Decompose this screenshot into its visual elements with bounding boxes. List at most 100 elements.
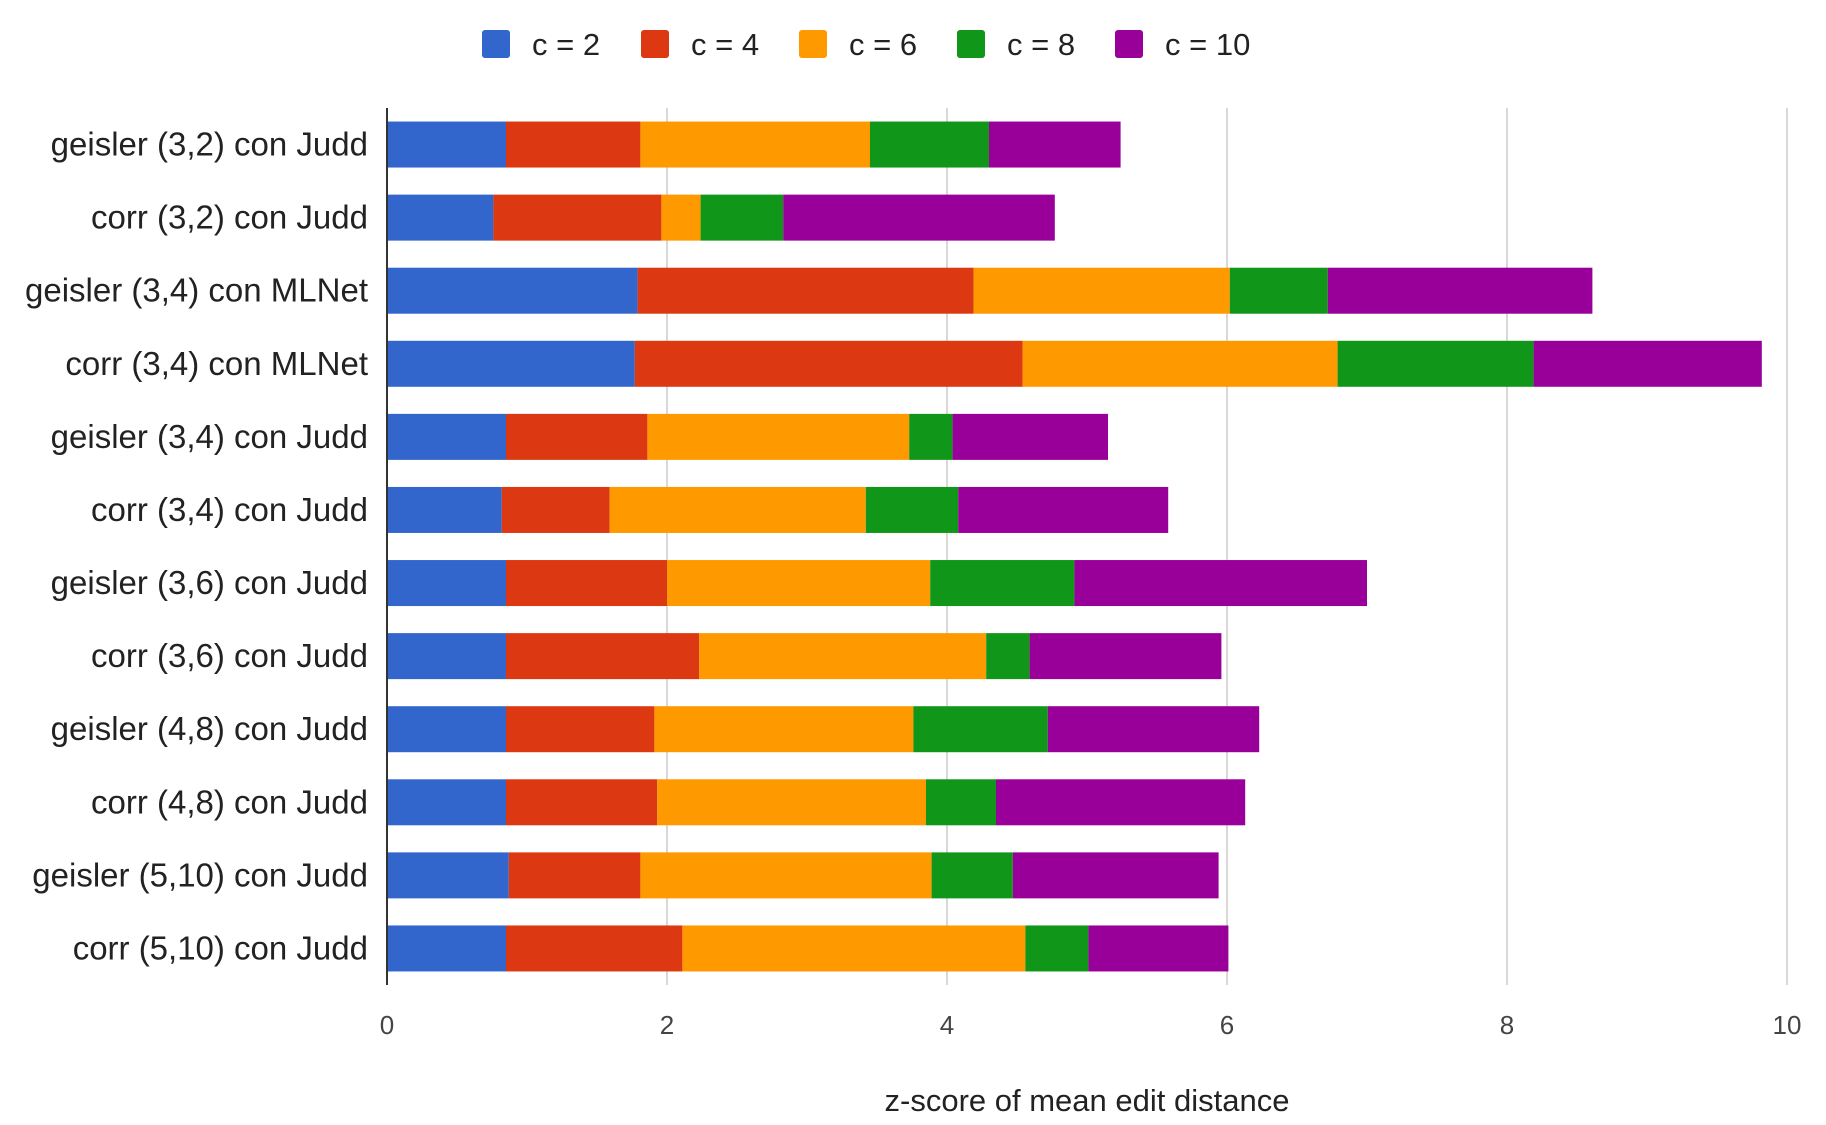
bar-segment-c8 <box>700 194 784 241</box>
legend-item: c = 10 <box>1115 27 1250 62</box>
legend-item: c = 6 <box>799 27 917 62</box>
bar-segment-c2 <box>387 413 506 460</box>
bar-segment-c10 <box>1533 340 1762 387</box>
legend-swatch <box>957 30 985 58</box>
bar-segment-c4 <box>506 560 667 607</box>
bar-segment-c10 <box>1088 925 1229 972</box>
legend-item: c = 8 <box>957 27 1075 62</box>
legend-swatch <box>641 30 669 58</box>
bar-segment-c8 <box>1229 267 1328 314</box>
bar-segment-c6 <box>699 633 987 680</box>
bar-segment-c6 <box>973 267 1230 314</box>
legend-item: c = 4 <box>641 27 759 62</box>
bar-segment-c4 <box>637 267 974 314</box>
bar-segment-c10 <box>1074 560 1367 607</box>
legend-swatch <box>1115 30 1143 58</box>
x-tick-label: 10 <box>1773 1010 1802 1040</box>
bar-segment-c8 <box>1337 340 1534 387</box>
legend-label: c = 2 <box>532 27 600 62</box>
bar-segment-c8 <box>1025 925 1089 972</box>
bar-segment-c6 <box>647 413 910 460</box>
legend-item: c = 2 <box>482 27 600 62</box>
bar-segment-c10 <box>958 486 1169 533</box>
bar-segment-c2 <box>387 340 635 387</box>
bar-segment-c4 <box>501 486 610 533</box>
category-label: corr (3,2) con Judd <box>91 199 368 236</box>
bar-segment-c2 <box>387 486 502 533</box>
category-label: geisler (3,4) con MLNet <box>25 272 368 309</box>
bar-segments <box>387 121 1762 972</box>
category-label: corr (3,6) con Judd <box>91 637 368 674</box>
x-tick-label: 2 <box>660 1010 674 1040</box>
bar-segment-c8 <box>909 413 953 460</box>
bar-segment-c2 <box>387 121 506 168</box>
category-label: geisler (4,8) con Judd <box>51 710 368 747</box>
x-tick-label: 6 <box>1220 1010 1234 1040</box>
category-label: geisler (3,4) con Judd <box>51 418 368 455</box>
legend-swatch <box>482 30 510 58</box>
bar-segment-c4 <box>506 925 683 972</box>
bar-segment-c4 <box>634 340 1023 387</box>
bar-segment-c2 <box>387 852 509 899</box>
bar-segment-c2 <box>387 779 506 826</box>
legend: c = 2 c = 4 c = 6 c = 8 c = 10 <box>482 27 1250 62</box>
legend-label: c = 8 <box>1007 27 1075 62</box>
bar-segment-c10 <box>996 779 1246 826</box>
legend-label: c = 4 <box>691 27 759 62</box>
bar-segment-c8 <box>931 852 1013 899</box>
x-tick-label: 0 <box>380 1010 394 1040</box>
bar-segment-c8 <box>930 560 1075 607</box>
bar-segment-c10 <box>1012 852 1219 899</box>
bar-segment-c4 <box>506 779 658 826</box>
bar-segment-c6 <box>682 925 1026 972</box>
category-label: geisler (3,6) con Judd <box>51 564 368 601</box>
bar-segment-c6 <box>654 706 914 753</box>
bar-segment-c2 <box>387 925 506 972</box>
bar-segment-c6 <box>640 121 870 168</box>
legend-swatch <box>799 30 827 58</box>
x-tick-labels: 0 2 4 6 8 10 <box>380 1010 1802 1040</box>
bar-segment-c10 <box>989 121 1121 168</box>
bar-segment-c6 <box>661 194 701 241</box>
x-tick-label: 8 <box>1500 1010 1514 1040</box>
bar-segment-c4 <box>508 852 641 899</box>
legend-label: c = 6 <box>849 27 917 62</box>
bar-segment-c6 <box>609 486 866 533</box>
bar-segment-c8 <box>913 706 1048 753</box>
bar-segment-c10 <box>1327 267 1593 314</box>
x-tick-label: 4 <box>940 1010 954 1040</box>
bar-segment-c2 <box>387 633 506 680</box>
category-label: geisler (3,2) con Judd <box>51 126 368 163</box>
category-label: geisler (5,10) con Judd <box>32 856 368 893</box>
bar-segment-c4 <box>506 413 648 460</box>
bar-segment-c4 <box>506 633 700 680</box>
bar-segment-c10 <box>952 413 1108 460</box>
legend-label: c = 10 <box>1165 27 1250 62</box>
bar-segment-c10 <box>1047 706 1260 753</box>
bar-segment-c8 <box>870 121 989 168</box>
category-label: corr (3,4) con Judd <box>91 491 368 528</box>
bar-segment-c6 <box>640 852 932 899</box>
bar-segment-c2 <box>387 706 506 753</box>
bar-segment-c8 <box>865 486 959 533</box>
bar-segment-c4 <box>493 194 662 241</box>
category-label: corr (3,4) con MLNet <box>65 345 368 382</box>
bar-segment-c6 <box>667 560 931 607</box>
grid-lines <box>666 108 1788 985</box>
bar-segment-c8 <box>986 633 1030 680</box>
x-axis-title: z-score of mean edit distance <box>885 1083 1290 1118</box>
bar-segment-c10 <box>1029 633 1222 680</box>
bar-segment-c4 <box>506 706 655 753</box>
bar-segment-c2 <box>387 560 506 607</box>
bar-segment-c2 <box>387 267 638 314</box>
bar-segment-c4 <box>506 121 641 168</box>
category-label: corr (5,10) con Judd <box>73 929 368 966</box>
bar-segment-c6 <box>657 779 926 826</box>
bar-segment-c2 <box>387 194 494 241</box>
bar-segment-c6 <box>1022 340 1338 387</box>
category-labels: geisler (3,2) con Judd corr (3,2) con Jud… <box>25 126 368 967</box>
bar-segment-c10 <box>783 194 1055 241</box>
bar-segment-c8 <box>926 779 996 826</box>
category-label: corr (4,8) con Judd <box>91 783 368 820</box>
